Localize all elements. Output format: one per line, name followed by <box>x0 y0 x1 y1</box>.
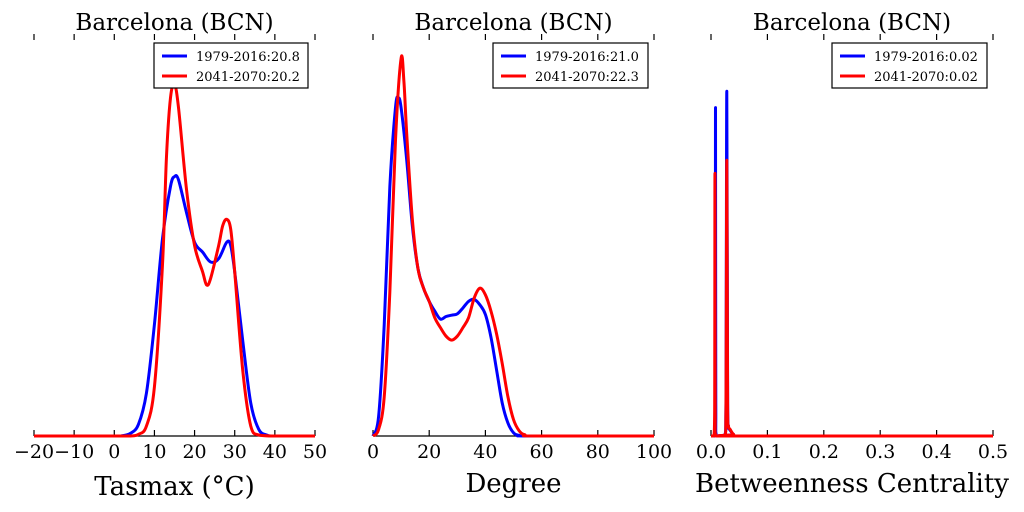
x-tick-label: −20 <box>14 441 54 463</box>
x-axis-label: Betweenness Centrality <box>695 469 1009 499</box>
series-line-0 <box>34 174 315 438</box>
legend-entry: 1979-2016:20.8 <box>196 50 300 65</box>
x-tick-label: 50 <box>303 441 327 463</box>
x-tick-label: 20 <box>417 441 441 463</box>
x-tick-label: −10 <box>54 441 94 463</box>
chart-title: Barcelona (BCN) <box>753 10 951 36</box>
legend-entry: 1979-2016:0.02 <box>874 50 978 65</box>
panel-degree: Barcelona (BCN) 0 20 40 60 80 100 Degree 1979-20… <box>367 10 672 499</box>
x-tick-label: 80 <box>586 441 610 463</box>
panel-tasmax: Barcelona (BCN) −20 −10 0 10 20 30 40 50 Tasmax (… <box>14 10 327 502</box>
x-tick-label: 10 <box>142 441 166 463</box>
x-tick-label: 40 <box>473 441 497 463</box>
x-tick-label: 0.2 <box>809 441 839 463</box>
x-tick-label: 40 <box>263 441 287 463</box>
panel-betweenness: Barcelona (BCN) 0.0 0.1 0.2 0.3 0.4 0.5 Between… <box>695 10 1009 499</box>
chart-title: Barcelona (BCN) <box>414 10 612 36</box>
x-axis-label: Degree <box>465 469 561 499</box>
x-tick-label: 0.1 <box>752 441 782 463</box>
x-tick-label: 30 <box>223 441 247 463</box>
series-line-1 <box>371 54 654 438</box>
legend-entry: 2041-2070:22.3 <box>535 70 639 85</box>
legend-entry: 2041-2070:0.02 <box>874 70 978 85</box>
x-tick-label: 0.5 <box>978 441 1008 463</box>
x-tick-label: 20 <box>182 441 206 463</box>
x-tick-label: 0.3 <box>865 441 895 463</box>
x-tick-label: 0.4 <box>921 441 951 463</box>
x-tick-label: 0 <box>367 441 379 463</box>
x-axis-label: Tasmax (°C) <box>94 472 254 502</box>
legend-entry: 2041-2070:20.2 <box>196 70 300 85</box>
series-line-0 <box>371 95 654 438</box>
legend-box <box>153 42 309 89</box>
chart-title: Barcelona (BCN) <box>75 10 273 36</box>
legend-box <box>492 42 649 89</box>
x-tick-label: 0.0 <box>696 441 726 463</box>
x-tick-label: 60 <box>530 441 554 463</box>
legend-entry: 1979-2016:21.0 <box>535 50 639 65</box>
series-line-0 <box>711 89 993 438</box>
series-line-1 <box>711 158 993 438</box>
series-line-1 <box>34 82 315 438</box>
x-tick-label: 100 <box>636 441 672 463</box>
x-tick-label: 0 <box>108 441 120 463</box>
legend-box <box>831 42 988 89</box>
